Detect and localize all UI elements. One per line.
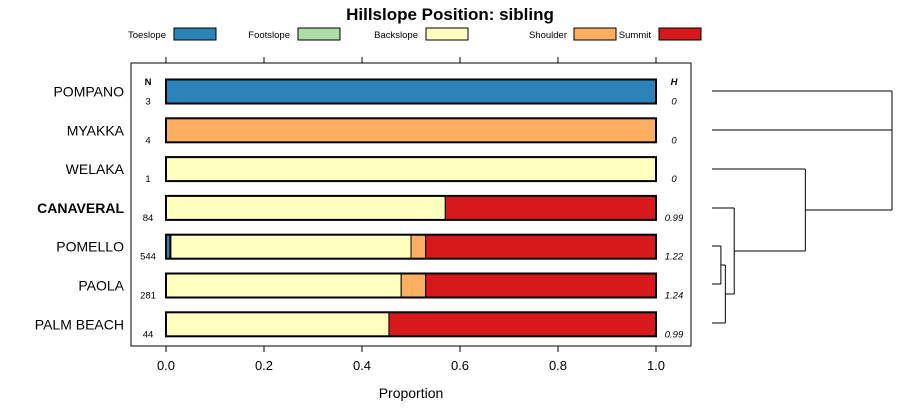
bars — [165, 78, 657, 338]
h-label: 0.99 — [665, 213, 684, 224]
bar-segment-pomello-summit — [425, 234, 657, 260]
n-label: 84 — [143, 213, 154, 224]
h-label: 0 — [671, 135, 677, 146]
row-label-palm-beach: PALM BEACH — [35, 316, 124, 332]
bar-segment-canaveral-summit — [444, 195, 657, 221]
bar-outline-paola — [165, 272, 657, 299]
h-header: H — [671, 77, 679, 88]
x-tick-label: 1.0 — [647, 358, 665, 373]
row-label-paola: PAOLA — [78, 278, 124, 294]
x-tick-label: 0.4 — [353, 358, 371, 373]
h-label: 1.24 — [665, 291, 684, 302]
x-tick-label: 0.2 — [255, 358, 273, 373]
n-label: 544 — [140, 252, 156, 263]
row-label-myakka: MYAKKA — [67, 122, 125, 138]
bar-segment-palm-beach-summit — [388, 311, 657, 337]
h-label: 1.22 — [665, 252, 684, 263]
n-header: N — [145, 77, 152, 88]
legend-label-backslope: Backslope — [374, 30, 418, 41]
bar-outline-welaka — [165, 156, 657, 183]
x-tick-label: 0.8 — [549, 358, 567, 373]
n-label: 281 — [140, 291, 156, 302]
bar-outline-canaveral — [165, 194, 657, 221]
bar-outline-pompano — [165, 78, 657, 105]
n-label: 1 — [145, 174, 150, 185]
x-axis-title: Proportion — [379, 385, 444, 401]
row-label-pomello: POMELLO — [56, 239, 124, 255]
legend-label-shoulder: Shoulder — [529, 30, 567, 41]
legend-label-toeslope: Toeslope — [128, 30, 166, 41]
plot-frame — [130, 62, 692, 347]
bar-segment-pomello-backslope — [170, 234, 412, 260]
legend-label-footslope: Footslope — [248, 30, 290, 41]
row-label-canaveral: CANAVERAL — [37, 200, 124, 216]
bar-outline-palm-beach — [165, 311, 657, 338]
h-label: 0 — [671, 174, 677, 185]
bar-segment-palm-beach-backslope — [165, 311, 390, 337]
h-labels: 0 0 0 0.99 1.22 1.24 0.99 — [665, 97, 684, 341]
bar-segment-canaveral-backslope — [165, 195, 446, 221]
bar-segment-pompano-toeslope — [165, 79, 657, 104]
n-label: 4 — [145, 135, 150, 146]
row-label-pompano: POMPANO — [53, 84, 124, 100]
bar-outline-myakka — [165, 117, 657, 144]
legend-swatch-footslope — [297, 27, 341, 41]
dendrogram — [712, 90, 893, 324]
x-tick-label: 0.0 — [157, 358, 175, 373]
bar-segment-paola-backslope — [165, 273, 402, 298]
x-axis: 0.0 0.2 0.4 0.6 0.8 1.0 — [157, 346, 665, 373]
n-labels: 3 4 1 84 544 281 44 — [140, 97, 156, 341]
row-label-welaka: WELAKA — [66, 161, 125, 177]
legend-swatch-toeslope — [173, 27, 217, 41]
bar-segment-paola-summit — [425, 273, 657, 298]
bar-segment-paola-shoulder — [400, 273, 427, 298]
legend-swatch-summit — [658, 27, 702, 41]
bar-outline-pomello — [165, 233, 657, 260]
h-label: 0 — [671, 97, 677, 108]
legend: Toeslope Footslope Backslope Shoulder Summit — [128, 27, 702, 41]
legend-swatch-backslope — [425, 27, 469, 41]
h-label: 0.99 — [665, 329, 684, 340]
chart-title: Hillslope Position: sibling — [346, 5, 554, 24]
n-label: 3 — [145, 97, 150, 108]
top-axis — [165, 57, 657, 63]
legend-label-summit: Summit — [619, 30, 652, 41]
n-label: 44 — [143, 329, 154, 340]
bar-segment-pomello-shoulder — [410, 234, 427, 260]
legend-swatch-shoulder — [573, 27, 617, 41]
bar-segment-myakka-shoulder — [165, 117, 657, 143]
row-labels: POMPANO MYAKKA WELAKA CANAVERAL POMELLO PAOLA… — [35, 84, 125, 333]
x-tick-label: 0.6 — [451, 358, 469, 373]
bar-segment-welaka-backslope — [165, 156, 657, 182]
